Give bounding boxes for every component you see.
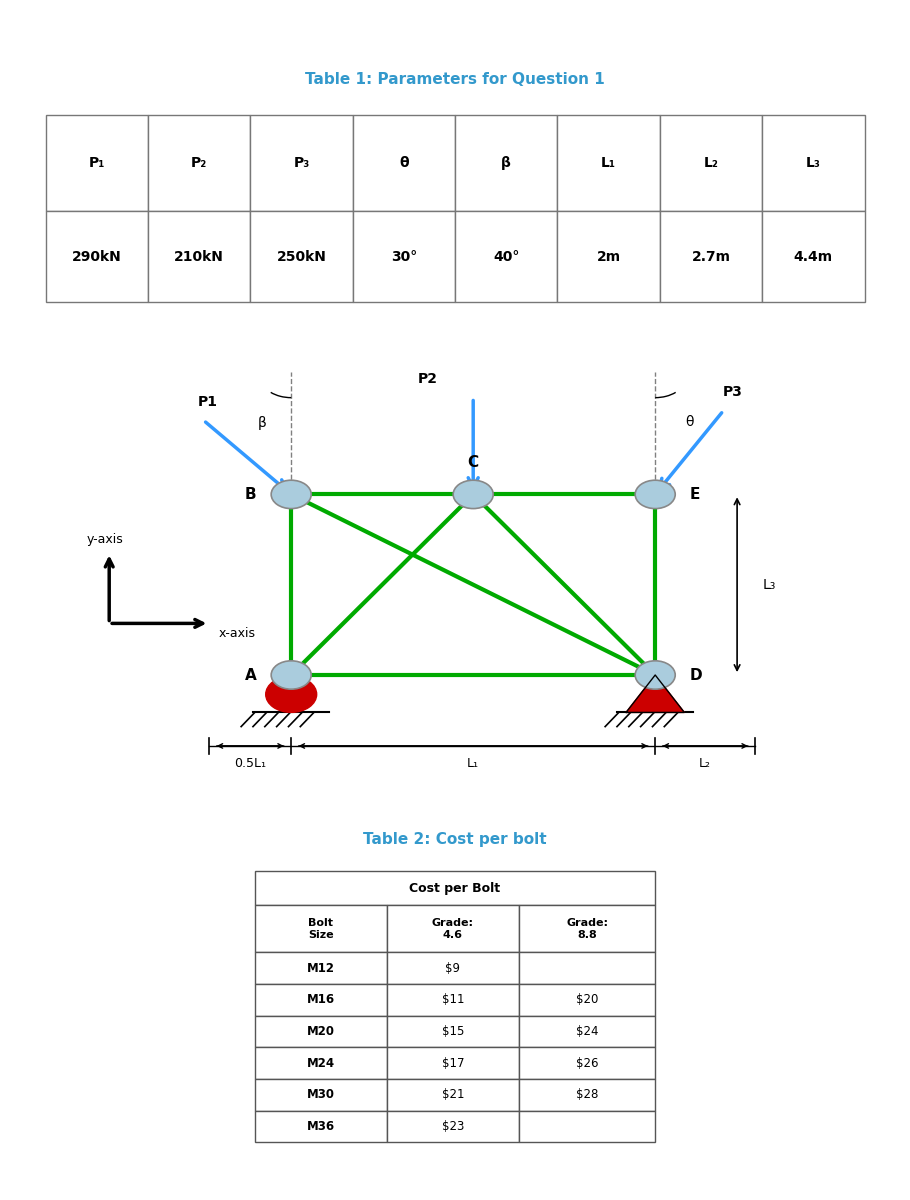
Bar [763, 115, 864, 211]
Bar [387, 1079, 519, 1111]
Bar [353, 211, 455, 302]
Text: P₂: P₂ [191, 156, 207, 170]
Bar [557, 211, 660, 302]
Bar [255, 1079, 387, 1111]
Text: Bolt
Size: Bolt Size [308, 918, 334, 940]
Bar [46, 115, 147, 211]
Text: $20: $20 [576, 994, 598, 1007]
Bar [387, 1111, 519, 1142]
Text: $9: $9 [446, 961, 460, 974]
Bar [255, 1048, 387, 1079]
Bar [763, 211, 864, 302]
Bar [250, 115, 353, 211]
Text: β: β [501, 156, 511, 170]
Bar [519, 1015, 655, 1048]
Circle shape [271, 661, 311, 689]
Bar [387, 905, 519, 953]
Circle shape [635, 480, 675, 509]
Bar [147, 211, 250, 302]
Text: 290kN: 290kN [72, 250, 122, 264]
Text: 210kN: 210kN [174, 250, 224, 264]
Bar [250, 211, 353, 302]
Text: θ: θ [399, 156, 409, 170]
Text: M16: M16 [307, 994, 335, 1007]
Text: B: B [245, 487, 257, 502]
Bar [519, 984, 655, 1015]
Text: y-axis: y-axis [86, 533, 123, 546]
Bar [255, 953, 387, 984]
Circle shape [635, 661, 675, 689]
Bar [519, 905, 655, 953]
Bar [255, 1111, 387, 1142]
Text: Grade:
4.6: Grade: 4.6 [432, 918, 474, 940]
Text: A: A [245, 667, 257, 683]
Text: $21: $21 [441, 1088, 464, 1102]
Bar [147, 115, 250, 211]
Text: M12: M12 [307, 961, 335, 974]
Bar [455, 115, 558, 211]
Text: L₂: L₂ [703, 156, 718, 170]
Bar [46, 211, 147, 302]
Text: Grade:
8.8: Grade: 8.8 [566, 918, 608, 940]
Text: 250kN: 250kN [277, 250, 327, 264]
Polygon shape [626, 674, 684, 713]
Text: M24: M24 [307, 1056, 335, 1069]
Text: 0.5L₁: 0.5L₁ [234, 756, 267, 769]
Text: P₃: P₃ [293, 156, 309, 170]
Text: D: D [690, 667, 703, 683]
Text: P1: P1 [198, 395, 218, 409]
Text: P2: P2 [418, 372, 438, 386]
Bar [660, 115, 763, 211]
Text: M20: M20 [307, 1025, 335, 1038]
Text: L₃: L₃ [806, 156, 821, 170]
Bar [387, 1048, 519, 1079]
Text: $24: $24 [576, 1025, 599, 1038]
Bar [519, 953, 655, 984]
Text: Cost per Bolt: Cost per Bolt [410, 882, 500, 895]
Text: L₁: L₁ [467, 756, 480, 769]
Text: $11: $11 [441, 994, 464, 1007]
Text: L₃: L₃ [763, 577, 776, 592]
Bar [387, 1015, 519, 1048]
Bar [557, 115, 660, 211]
Text: x-axis: x-axis [218, 626, 256, 640]
Bar [660, 211, 763, 302]
Text: 4.4m: 4.4m [794, 250, 833, 264]
Text: $17: $17 [441, 1056, 464, 1069]
Text: θ: θ [685, 415, 694, 430]
Bar [519, 1079, 655, 1111]
Text: P3: P3 [723, 385, 743, 400]
Text: M36: M36 [307, 1120, 335, 1133]
Bar [255, 1015, 387, 1048]
Bar [519, 1048, 655, 1079]
Bar [255, 984, 387, 1015]
Text: L₂: L₂ [699, 756, 712, 769]
Text: β: β [258, 416, 267, 431]
Bar [353, 115, 455, 211]
Text: 2.7m: 2.7m [692, 250, 731, 264]
Bar [387, 953, 519, 984]
Text: 2m: 2m [596, 250, 621, 264]
Text: P₁: P₁ [88, 156, 105, 170]
Text: Table 2: Cost per bolt: Table 2: Cost per bolt [363, 832, 547, 847]
Text: $23: $23 [442, 1120, 464, 1133]
Bar [255, 871, 655, 905]
Text: M30: M30 [307, 1088, 335, 1102]
Text: $28: $28 [576, 1088, 598, 1102]
Circle shape [453, 480, 493, 509]
Text: E: E [690, 487, 700, 502]
Bar [255, 905, 387, 953]
Circle shape [266, 677, 317, 713]
Text: $15: $15 [442, 1025, 464, 1038]
Text: C: C [468, 455, 479, 470]
Text: $26: $26 [576, 1056, 599, 1069]
Text: Table 1: Parameters for Question 1: Table 1: Parameters for Question 1 [305, 72, 605, 86]
Bar [519, 1111, 655, 1142]
Bar [387, 984, 519, 1015]
Text: L₁: L₁ [602, 156, 616, 170]
Text: 30°: 30° [390, 250, 417, 264]
Bar [455, 211, 558, 302]
Text: 40°: 40° [493, 250, 520, 264]
Circle shape [271, 480, 311, 509]
